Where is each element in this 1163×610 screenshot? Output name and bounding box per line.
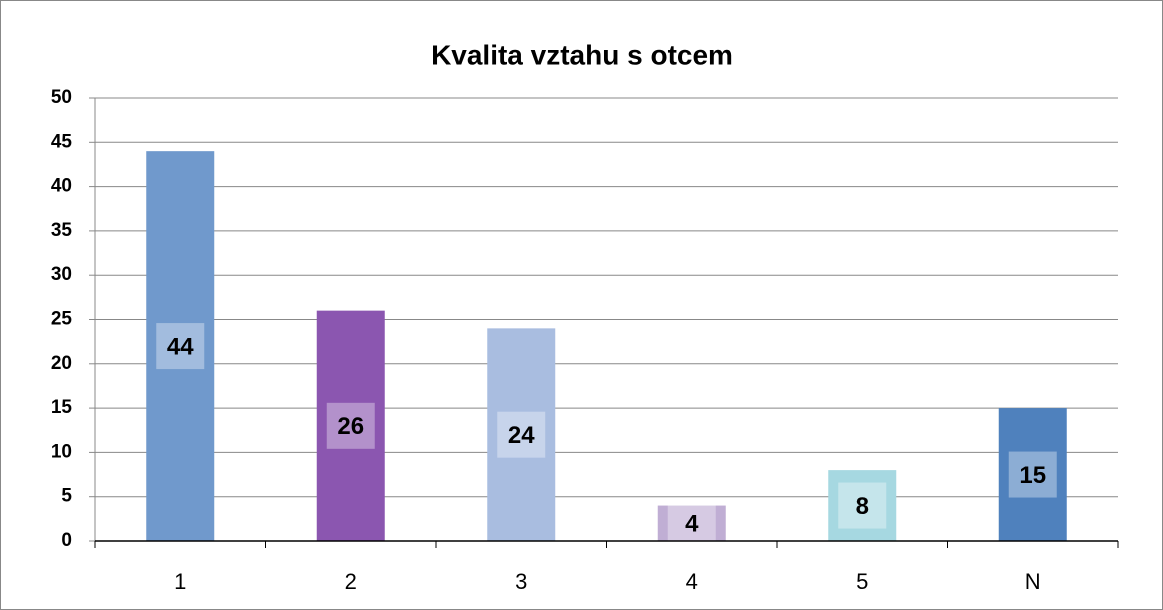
data-label-box: [156, 323, 205, 370]
bar: [316, 310, 385, 541]
data-label-box: [838, 482, 887, 529]
x-tick-label: N: [1025, 569, 1041, 594]
x-tick-label: 2: [345, 569, 357, 594]
data-label: 26: [337, 413, 364, 440]
bar: [487, 328, 556, 541]
y-tick-label: 45: [51, 131, 73, 152]
data-label-box: [497, 411, 546, 458]
bar: [657, 505, 726, 541]
x-tick-label: 3: [515, 569, 527, 594]
y-tick-label: 20: [51, 353, 72, 374]
data-label: 15: [1019, 462, 1046, 489]
y-tick-label: 15: [51, 397, 73, 418]
data-label: 4: [685, 511, 699, 538]
y-tick-label: 5: [61, 486, 72, 507]
x-tick-label: 1: [174, 569, 186, 594]
data-label: 8: [856, 493, 869, 520]
y-tick-label: 10: [51, 441, 72, 462]
x-tick-label: 5: [856, 569, 868, 594]
data-label-box: [326, 402, 375, 449]
y-tick-label: 35: [51, 220, 73, 241]
y-tick-label: 50: [51, 87, 72, 108]
data-label-box: [1008, 451, 1057, 498]
chart-title: Kvalita vztahu s otcem: [431, 39, 733, 70]
data-label-box: [667, 500, 716, 547]
x-tick-label: 4: [686, 569, 698, 594]
y-tick-label: 0: [61, 530, 72, 551]
data-label: 24: [508, 422, 535, 449]
bar: [146, 151, 215, 541]
y-tick-label: 25: [51, 309, 73, 330]
bar: [998, 408, 1067, 541]
bar: [828, 470, 897, 541]
data-label: 44: [167, 333, 194, 360]
y-tick-label: 30: [51, 264, 72, 285]
y-tick-label: 40: [51, 176, 72, 197]
